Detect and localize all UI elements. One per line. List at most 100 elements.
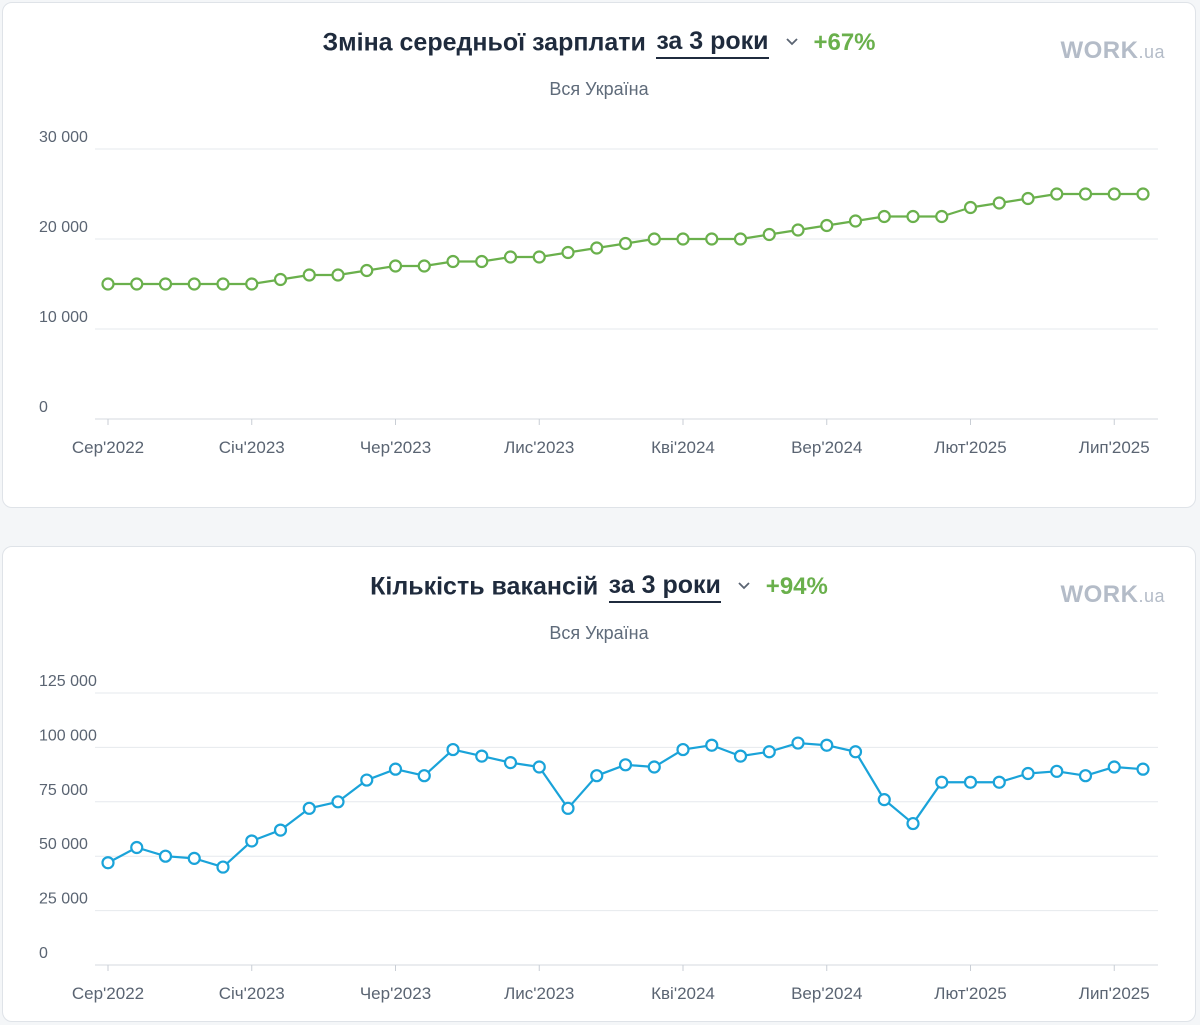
chevron-down-icon[interactable] — [785, 34, 799, 52]
data-point — [935, 775, 949, 789]
data-point — [647, 760, 661, 774]
data-point — [360, 263, 374, 278]
data-point — [848, 745, 863, 759]
data-point — [245, 834, 259, 848]
x-tick-label: Кві'2024 — [651, 438, 715, 457]
data-point — [417, 259, 431, 273]
salary-line-chart: 0 10 000 20 000 30 000 Сер'2022 Січ'2023 Чер'2… — [39, 129, 1158, 457]
data-point — [618, 758, 633, 772]
data-point — [331, 268, 345, 282]
chart-header: Зміна середньої зарплати за 3 роки +67% — [3, 27, 1195, 59]
x-tick-label: Кві'2024 — [651, 984, 715, 1003]
x-tick-label: Січ'2023 — [219, 438, 285, 457]
data-point — [762, 745, 776, 759]
data-point — [388, 259, 403, 273]
data-point — [733, 749, 748, 763]
data-point — [561, 801, 575, 815]
data-point — [647, 232, 661, 246]
data-point — [848, 214, 863, 228]
data-point — [532, 760, 546, 774]
work-ua-logo: WORK.ua — [1060, 37, 1165, 64]
data-point — [1050, 764, 1064, 778]
data-point — [1078, 187, 1093, 201]
data-point — [1050, 187, 1064, 201]
data-point — [992, 775, 1006, 789]
chart-title: Кількість вакансій — [370, 572, 599, 601]
data-point — [1136, 762, 1150, 776]
data-point — [446, 254, 460, 269]
data-point — [130, 277, 144, 291]
y-tick-label: 0 — [39, 399, 48, 416]
data-point — [676, 232, 690, 246]
data-point — [417, 769, 431, 783]
y-tick-label: 30 000 — [39, 129, 88, 146]
data-point — [187, 277, 201, 291]
data-point — [388, 762, 403, 776]
data-point — [446, 742, 460, 757]
x-tick-label: Лип'2025 — [1079, 438, 1150, 457]
x-tick-label: Лют'2025 — [934, 438, 1006, 457]
y-tick-label: 0 — [39, 945, 48, 962]
data-point — [101, 856, 115, 870]
data-point — [963, 200, 978, 215]
y-tick-label: 75 000 — [39, 782, 88, 799]
data-point — [1021, 766, 1035, 781]
data-point — [158, 849, 173, 863]
data-point — [475, 254, 489, 269]
period-selector[interactable]: за 3 роки — [608, 571, 721, 603]
data-point — [705, 232, 719, 246]
x-tick-label: Чер'2023 — [360, 984, 431, 1003]
y-tick-label: 125 000 — [39, 673, 97, 690]
data-point — [791, 223, 805, 237]
data-point — [877, 209, 891, 224]
change-percent: +94% — [765, 573, 828, 600]
salary-chart-card: Зміна середньої зарплати за 3 роки +67% … — [2, 2, 1196, 508]
data-point — [762, 227, 776, 242]
data-point — [1021, 191, 1035, 206]
data-point — [676, 742, 690, 757]
data-point — [475, 749, 489, 763]
data-point — [532, 250, 546, 264]
data-point — [590, 769, 604, 783]
data-point — [906, 209, 920, 224]
data-point — [618, 236, 633, 251]
data-point — [158, 277, 173, 291]
data-point — [1078, 769, 1093, 783]
chart-header: Кількість вакансій за 3 роки +94% — [3, 571, 1195, 603]
x-tick-label: Вер'2024 — [791, 438, 862, 457]
x-tick-label: Січ'2023 — [219, 984, 285, 1003]
change-percent: +67% — [813, 29, 876, 56]
y-tick-label: 20 000 — [39, 219, 88, 236]
y-tick-label: 50 000 — [39, 836, 88, 853]
x-tick-label: Лип'2025 — [1079, 984, 1150, 1003]
y-tick-label: 25 000 — [39, 891, 88, 908]
data-point — [360, 773, 374, 787]
period-selector[interactable]: за 3 роки — [656, 27, 769, 59]
chart-title: Зміна середньої зарплати — [322, 28, 646, 57]
data-point — [820, 738, 834, 752]
data-point — [820, 218, 834, 233]
data-point — [302, 268, 316, 282]
data-point — [302, 801, 316, 815]
data-point — [935, 209, 949, 224]
data-point — [906, 816, 920, 831]
vacancies-line-chart: 0 25 000 50 000 75 000 100 000 125 000 Сер'202… — [39, 673, 1158, 1003]
y-tick-label: 100 000 — [39, 727, 97, 744]
data-point — [1107, 760, 1121, 774]
chart-subtitle: Вся Україна — [549, 79, 649, 99]
chart-subtitle: Вся Україна — [549, 623, 649, 643]
data-point — [503, 756, 518, 770]
data-point — [705, 738, 719, 752]
data-point — [216, 277, 230, 291]
work-ua-logo: WORK.ua — [1060, 581, 1165, 608]
chevron-down-icon[interactable] — [737, 578, 751, 596]
data-point — [273, 272, 288, 287]
data-point — [877, 793, 891, 807]
data-point — [503, 250, 518, 264]
data-point — [561, 245, 575, 260]
data-point — [101, 277, 115, 291]
x-tick-label: Лют'2025 — [934, 984, 1006, 1003]
x-tick-label: Лис'2023 — [504, 984, 574, 1003]
vacancies-chart-card: Кількість вакансій за 3 роки +94% Вся Ук… — [2, 546, 1196, 1022]
data-point — [130, 840, 144, 855]
